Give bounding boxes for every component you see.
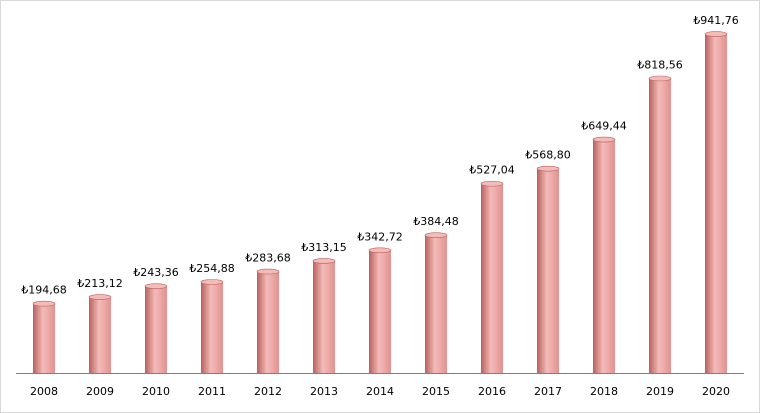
data-label-2008: ₺194,68 xyxy=(21,284,67,297)
data-label-2010: ₺243,36 xyxy=(133,266,179,279)
data-label-2019: ₺818,56 xyxy=(637,58,683,71)
x-tick-label-2017: 2017 xyxy=(534,385,562,398)
bar-cap xyxy=(200,279,224,285)
x-tick-label-2009: 2009 xyxy=(86,385,114,398)
data-label-2015: ₺384,48 xyxy=(413,215,459,228)
bar-cap xyxy=(592,136,616,143)
data-label-2013: ₺313,15 xyxy=(301,241,347,254)
bar-cap xyxy=(88,294,112,300)
bar-2018 xyxy=(592,136,616,373)
bars-group xyxy=(32,31,728,374)
bar-cap xyxy=(256,268,280,275)
x-tick-label-2015: 2015 xyxy=(422,385,450,398)
bar-cap xyxy=(144,283,168,289)
bar-body xyxy=(481,182,503,373)
x-tick-label-2012: 2012 xyxy=(254,385,282,398)
bar-body xyxy=(89,296,111,373)
x-tick-label-2020: 2020 xyxy=(702,385,730,398)
bar-2020 xyxy=(704,31,728,374)
bar-body xyxy=(705,33,727,374)
bar-2013 xyxy=(312,258,336,373)
bar-body xyxy=(313,259,335,373)
bar-2009 xyxy=(88,294,112,373)
x-tick-label-2019: 2019 xyxy=(646,385,674,398)
data-label-2009: ₺213,12 xyxy=(77,277,123,290)
bar-cap xyxy=(704,31,728,37)
bar-cap xyxy=(32,300,56,307)
bar-body xyxy=(537,167,559,373)
data-label-2014: ₺342,72 xyxy=(357,230,403,243)
bar-body xyxy=(201,280,223,373)
data-label-2017: ₺568,80 xyxy=(525,149,571,162)
bar-body xyxy=(649,77,671,373)
bar-2019 xyxy=(648,75,672,373)
bar-cap xyxy=(312,258,336,264)
bar-2014 xyxy=(368,247,392,373)
bar-body xyxy=(257,270,279,373)
x-tick-label-2014: 2014 xyxy=(366,385,394,398)
bar-2011 xyxy=(200,279,224,373)
x-tick-label-2008: 2008 xyxy=(30,385,58,398)
data-label-2020: ₺941,76 xyxy=(693,14,739,27)
bar-body xyxy=(369,249,391,373)
x-tick-label-2018: 2018 xyxy=(590,385,618,398)
data-label-2012: ₺283,68 xyxy=(245,252,291,265)
x-tick-label-2013: 2013 xyxy=(310,385,338,398)
data-label-2016: ₺527,04 xyxy=(469,164,515,177)
bar-2015 xyxy=(424,232,448,373)
x-tick-labels-group: 2008 2009 2010 2011 2012 2013 2014 2015 2016 2017… xyxy=(30,385,730,398)
bar-body xyxy=(33,302,55,373)
bar-body xyxy=(425,234,447,373)
bar-2017 xyxy=(536,165,560,373)
bar-body xyxy=(593,138,615,373)
x-tick-label-2010: 2010 xyxy=(142,385,170,398)
x-tick-label-2011: 2011 xyxy=(198,385,226,398)
bar-body xyxy=(145,285,167,373)
bar-2010 xyxy=(144,283,168,373)
bar-2012 xyxy=(256,268,280,373)
data-labels-group: ₺194,68 ₺213,12 ₺243,36 ₺254,88 ₺283,68 ₺313,… xyxy=(21,14,739,297)
bar-2008 xyxy=(32,300,56,373)
bar-cap xyxy=(536,165,560,172)
data-label-2018: ₺649,44 xyxy=(581,120,627,133)
data-label-2011: ₺254,88 xyxy=(189,262,235,275)
x-tick-label-2016: 2016 xyxy=(478,385,506,398)
bar-cap xyxy=(480,180,504,187)
bar-2016 xyxy=(480,180,504,373)
bar-cap xyxy=(368,247,392,254)
bar-cap xyxy=(648,75,672,82)
bar-cap xyxy=(424,232,448,239)
